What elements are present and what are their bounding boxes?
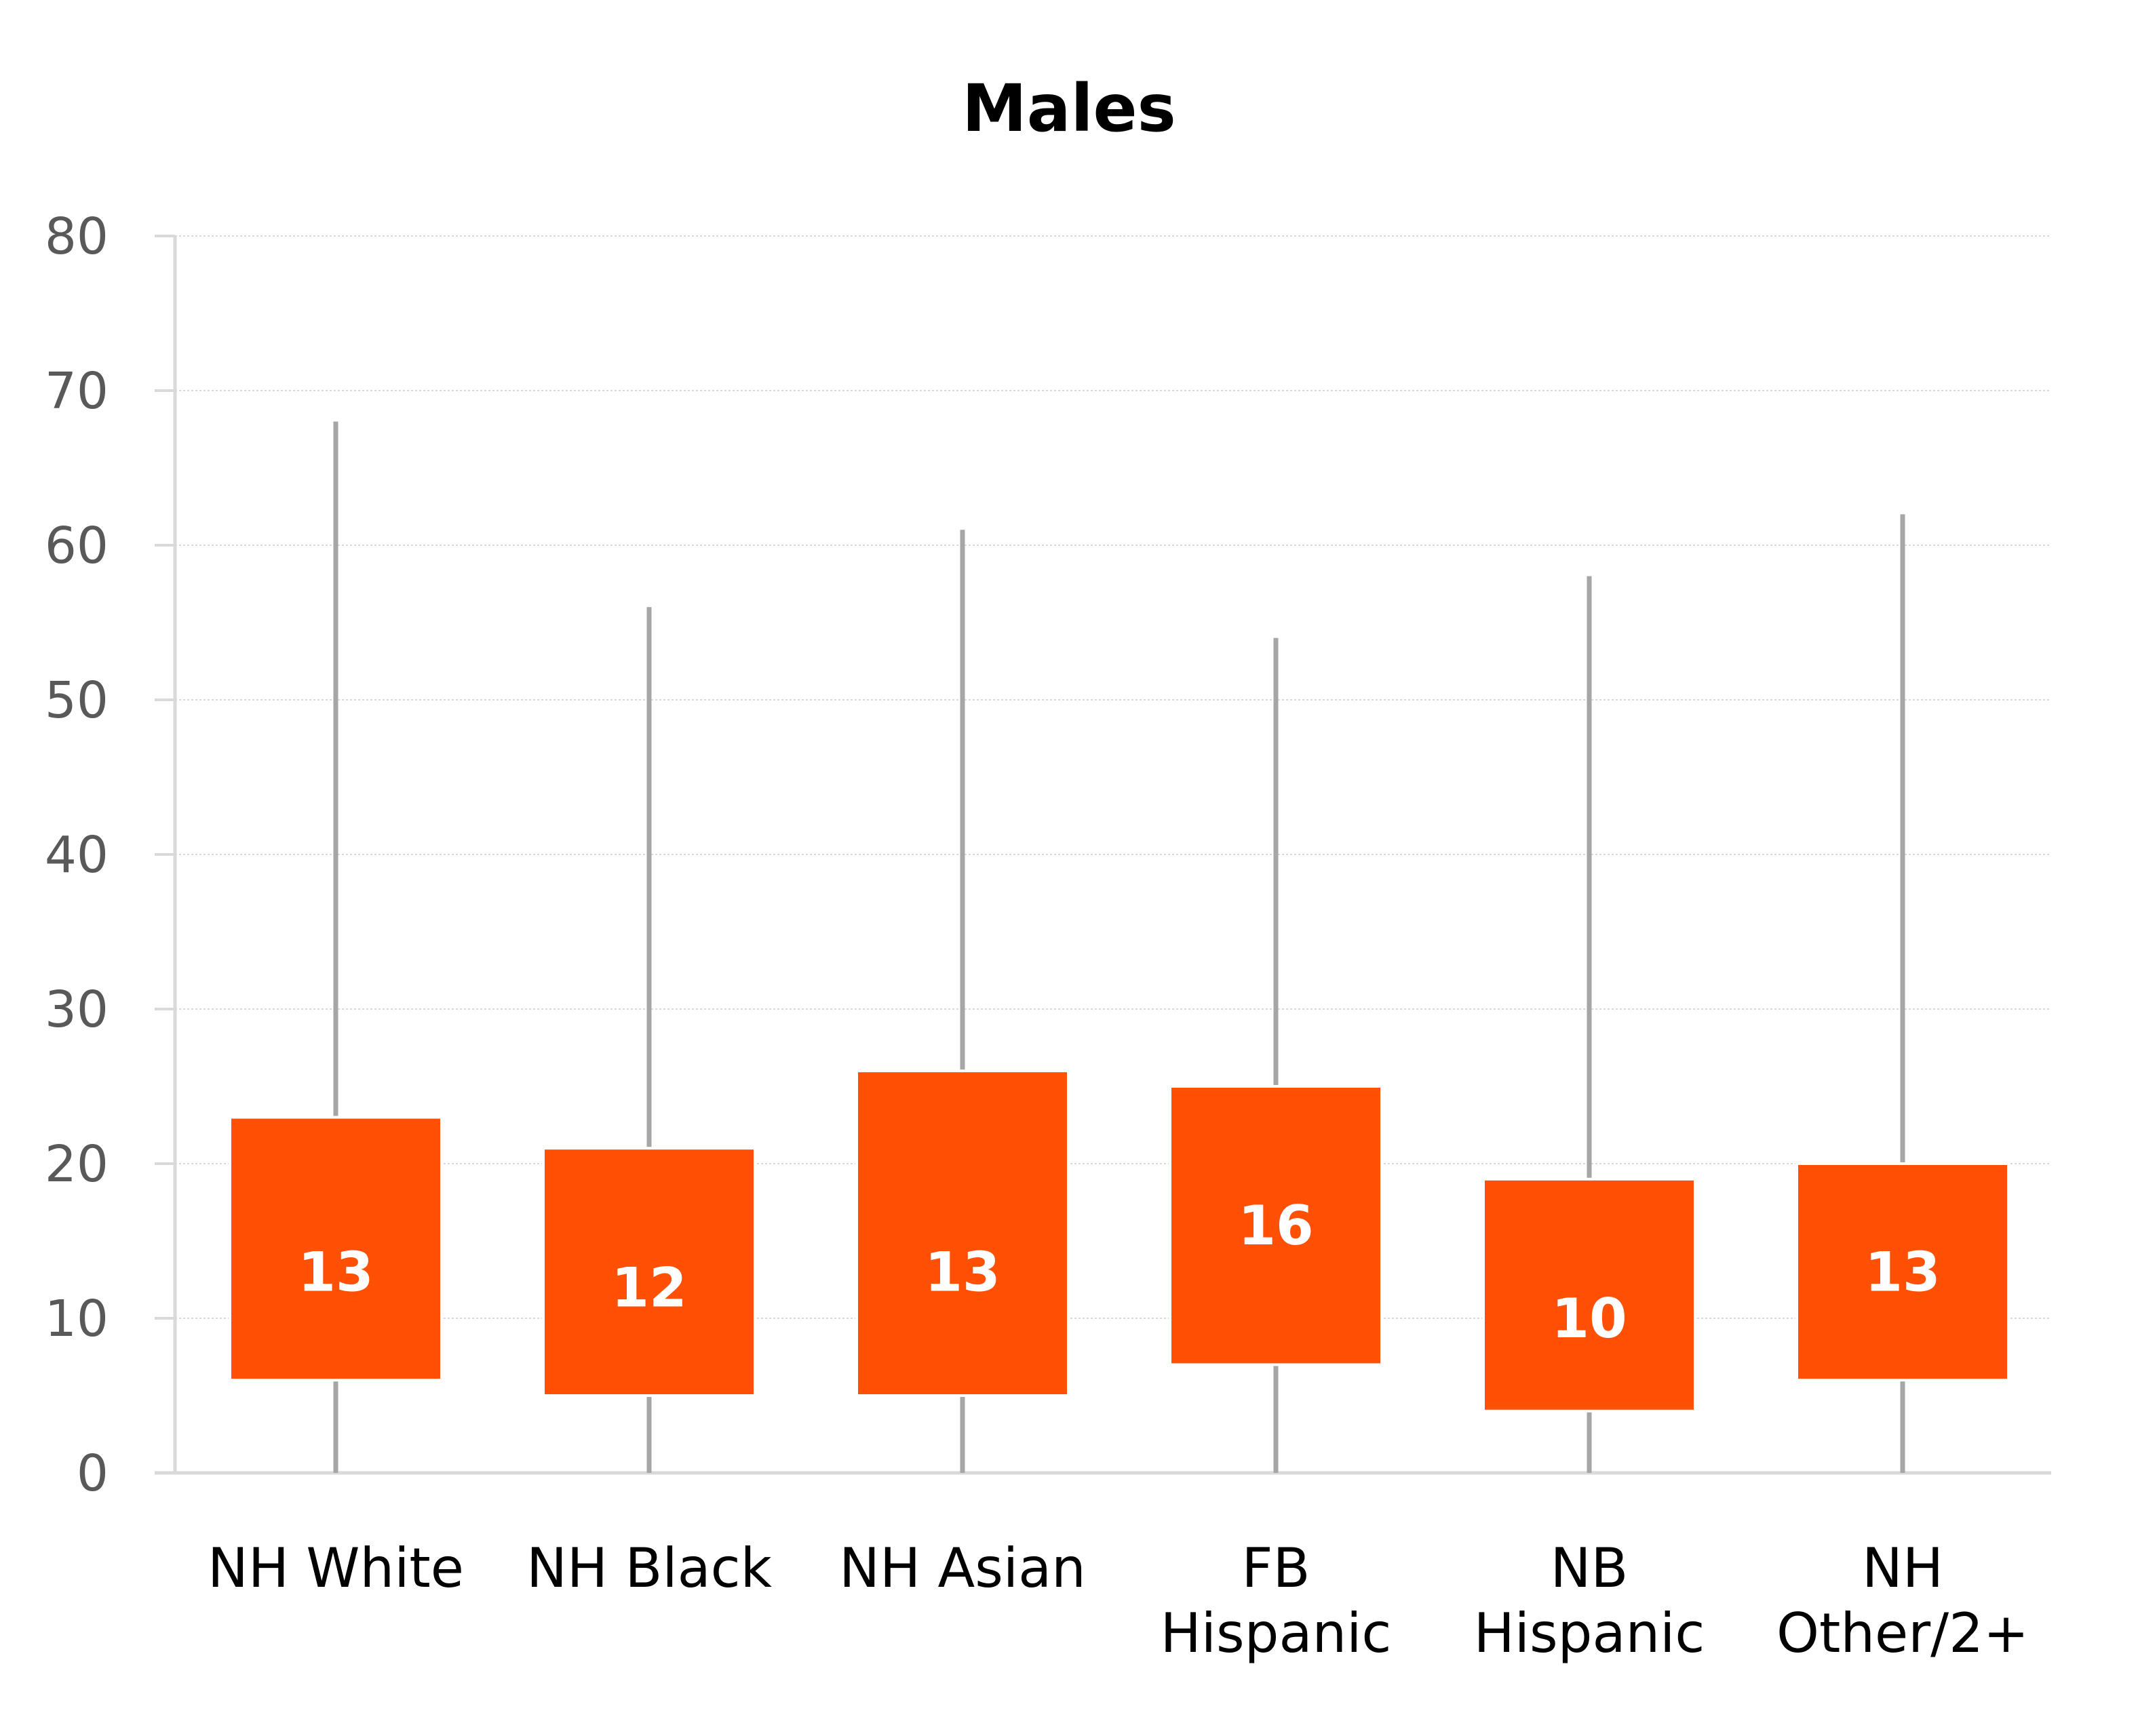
gridlines bbox=[175, 235, 2051, 1319]
median-label: 10 bbox=[1551, 1287, 1627, 1350]
box bbox=[1795, 1162, 2010, 1382]
box bbox=[855, 1069, 1070, 1397]
box bbox=[1169, 1085, 1383, 1366]
x-category-label: NB Hispanic bbox=[1474, 1537, 1705, 1665]
x-category-label: NH White bbox=[208, 1537, 464, 1600]
chart-title: Males bbox=[962, 71, 1175, 146]
y-tick-label: 30 bbox=[45, 981, 109, 1039]
y-tick-label: 60 bbox=[45, 517, 109, 575]
x-category-label: NH Asian bbox=[839, 1537, 1086, 1600]
x-category-label: FB Hispanic bbox=[1161, 1537, 1392, 1665]
median-label: 13 bbox=[298, 1241, 373, 1304]
box bbox=[542, 1147, 756, 1397]
x-axis-categories: NH White NH Black NH Asian FB Hispanic NB Hisp… bbox=[208, 1537, 2029, 1665]
x-category-label: NH Other/2+ bbox=[1776, 1537, 2029, 1665]
x-category-label: NH Black bbox=[526, 1537, 773, 1600]
median-labels: 13 12 13 16 10 13 bbox=[298, 1194, 1940, 1350]
y-tick-label: 20 bbox=[45, 1135, 109, 1194]
y-tick-label: 0 bbox=[77, 1444, 109, 1503]
box bbox=[1482, 1177, 1696, 1413]
median-label: 16 bbox=[1238, 1194, 1313, 1257]
boxes bbox=[229, 1069, 2010, 1413]
y-tick-label: 70 bbox=[45, 362, 109, 420]
y-tick-label: 10 bbox=[45, 1290, 109, 1348]
y-tick-label: 80 bbox=[45, 208, 109, 266]
y-tick-label: 40 bbox=[45, 826, 109, 884]
median-label: 13 bbox=[925, 1241, 1000, 1304]
median-label: 13 bbox=[1865, 1241, 1940, 1304]
box bbox=[229, 1116, 443, 1382]
y-tick-label: 50 bbox=[45, 671, 109, 730]
y-axis-ticks: 0 10 20 30 40 50 60 70 80 bbox=[45, 208, 175, 1503]
median-label: 12 bbox=[611, 1256, 686, 1319]
